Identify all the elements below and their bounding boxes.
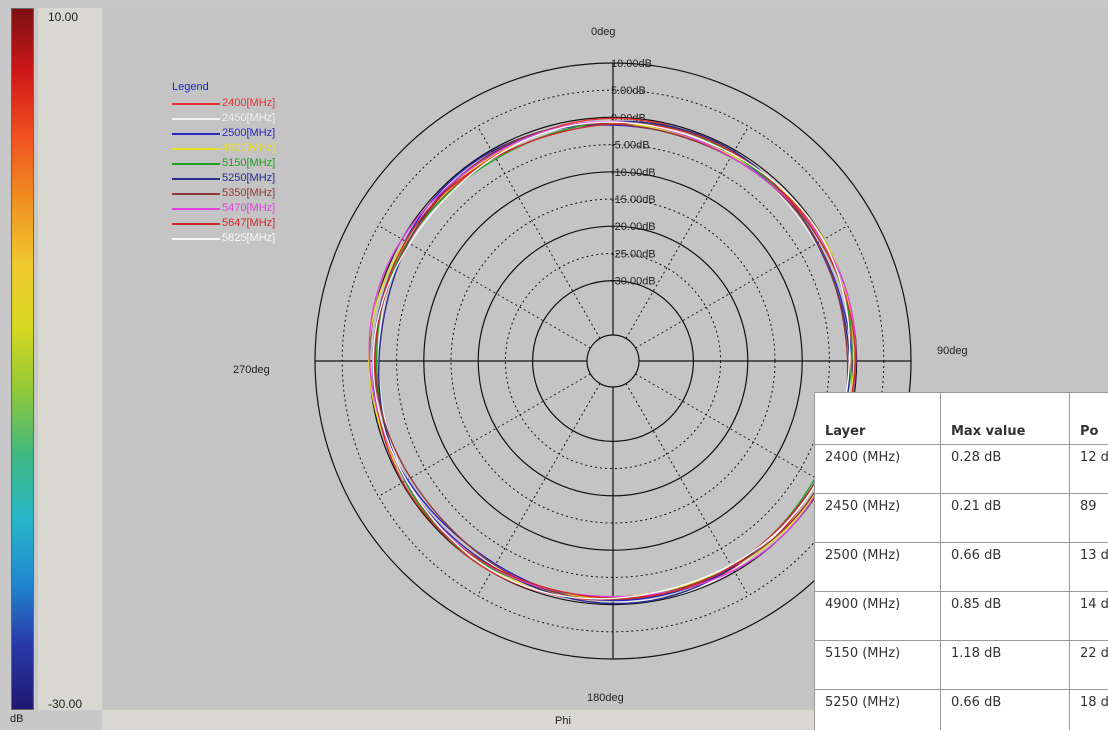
grid-spoke [477,126,601,339]
column-header-max-value: Max value [940,392,1070,445]
legend-swatch [172,117,220,120]
table-cell-position: 13 de [1069,542,1108,592]
table-cell-max-value: 1.18 dB [940,640,1070,690]
radial-tick-label: -30.00dB [611,276,656,288]
table-cell-position: 14 de [1069,591,1108,641]
max-value-table: Layer Max value Po 2400 (MHz) 0.28 dB 12 d… [814,392,1108,730]
legend-item: 5150[MHz] [172,156,275,171]
legend-item: 5470[MHz] [172,201,275,216]
table-cell-position: 18 de [1069,689,1108,730]
table-header-row: Layer Max value Po [814,392,1108,445]
legend-item: 2400[MHz] [172,96,275,111]
legend-item: 5250[MHz] [172,171,275,186]
legend-label: 5825[MHz] [222,232,276,244]
table-cell-layer: 2500 (MHz) [814,542,941,592]
table-cell-max-value: 0.66 dB [940,542,1070,592]
grid-spoke [625,126,749,339]
max-value-table-panel: Layer Max value Po 2400 (MHz) 0.28 dB 12 d… [814,392,1108,730]
grid-ring-center [586,334,640,388]
series-line [372,121,851,600]
legend-label: 2450[MHz] [222,112,276,124]
series-group [368,117,857,605]
radial-tick-label: -10.00dB [611,167,656,179]
radial-tick-label: 5.00dB [611,85,646,97]
legend-title: Legend [172,81,209,93]
table-cell-max-value: 0.85 dB [940,591,1070,641]
grid-spoke [477,383,601,596]
angle-label: 180deg [587,692,624,704]
legend-label: 2500[MHz] [222,127,276,139]
grid-spoke [635,225,848,349]
colorbar-unit-label: dB [10,713,24,725]
legend: Legend 2400[MHz] 2450[MHz] 2500[MHz] 4900[M… [172,80,275,246]
radial-tick-label: -20.00dB [611,221,656,233]
series-line [374,122,849,601]
table-cell-max-value: 0.66 dB [940,689,1070,730]
table-cell-layer: 5250 (MHz) [814,689,941,730]
table-row: 2450 (MHz) 0.21 dB 89 [814,493,1108,543]
legend-swatch [172,132,220,135]
legend-swatch [172,222,220,225]
angle-label: 90deg [937,345,968,357]
table-cell-layer: 2450 (MHz) [814,493,941,543]
legend-swatch [172,237,220,240]
column-header-position: Po [1069,392,1108,445]
legend-swatch [172,102,220,105]
table-cell-position: 12 de [1069,444,1108,494]
radial-tick-label: 10.00dB [611,58,652,70]
grid-spoke [625,383,749,596]
radial-tick-label: -5.00dB [611,140,650,152]
colorbar [11,8,34,710]
table-cell-layer: 5150 (MHz) [814,640,941,690]
legend-label: 2400[MHz] [222,97,276,109]
colorbar-min-label: -30.00 [48,697,83,711]
legend-item: 4900[MHz] [172,141,275,156]
legend-swatch [172,207,220,210]
legend-item: 5825[MHz] [172,231,275,246]
radial-tick-label: -25.00dB [611,248,656,260]
table-cell-layer: 4900 (MHz) [814,591,941,641]
grid-spoke [378,225,591,349]
angle-label: 0deg [591,26,615,38]
angle-label: 270deg [233,364,270,376]
column-header-layer: Layer [814,392,941,445]
x-axis-label: Phi [555,715,571,727]
legend-item: 2450[MHz] [172,111,275,126]
legend-swatch [172,192,220,195]
legend-label: 4900[MHz] [222,142,276,154]
table-cell-max-value: 0.28 dB [940,444,1070,494]
colorbar-label-strip [38,8,102,710]
table-cell-position: 22 de [1069,640,1108,690]
legend-swatch [172,162,220,165]
legend-item: 2500[MHz] [172,126,275,141]
legend-label: 5350[MHz] [222,187,276,199]
table-cell-max-value: 0.21 dB [940,493,1070,543]
legend-swatch [172,177,220,180]
legend-item: 5647[MHz] [172,216,275,231]
legend-label: 5647[MHz] [222,217,276,229]
polar-grid [314,62,912,660]
legend-label: 5470[MHz] [222,202,276,214]
series-line [368,120,857,598]
radial-tick-label: -15.00dB [611,194,656,206]
grid-spoke [378,373,591,497]
legend-swatch [172,147,220,150]
legend-label: 5250[MHz] [222,172,276,184]
colorbar-max-label: 10.00 [48,10,79,24]
legend-label: 5150[MHz] [222,157,276,169]
table-cell-position: 89 [1069,493,1108,543]
legend-item: 5350[MHz] [172,186,275,201]
grid-spoke [635,373,848,497]
table-cell-layer: 2400 (MHz) [814,444,941,494]
